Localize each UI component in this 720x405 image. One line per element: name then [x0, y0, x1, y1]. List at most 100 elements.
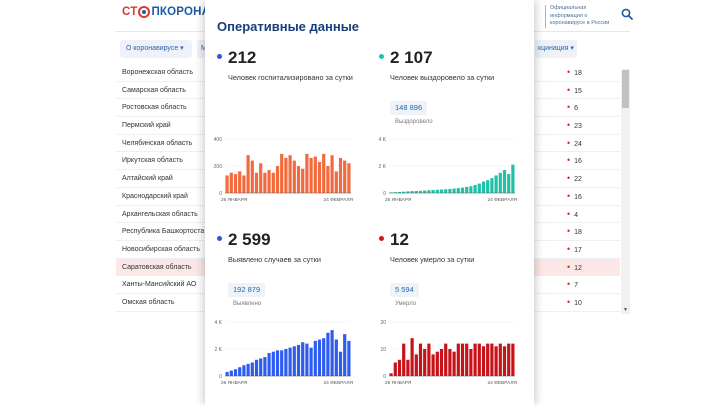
x-label-end: 24 ФЕВРАЛЯ: [487, 380, 517, 386]
bar: [490, 343, 494, 376]
region-name: Самарская область: [122, 86, 186, 94]
bar: [406, 191, 410, 193]
chart-cases: 4 K 2 K 0 26 ЯНВАРЯ 24 ФЕВРАЛЯ: [209, 318, 354, 388]
bar: [238, 171, 242, 193]
bar: [292, 160, 296, 193]
region-deaths-value: 15: [567, 82, 582, 101]
deaths-total: 5 594: [390, 283, 419, 297]
bar: [347, 163, 351, 193]
cases-dot-icon: [217, 236, 222, 241]
region-name: Новосибирская область: [122, 245, 200, 253]
bar: [334, 171, 338, 193]
bar: [284, 349, 288, 376]
y-tick-label: 0: [383, 374, 386, 380]
y-tick-label: 0: [219, 374, 222, 380]
bar: [452, 351, 456, 376]
bar: [246, 155, 250, 193]
region-name: Воронежская область: [122, 69, 193, 76]
bar: [486, 180, 490, 193]
bar: [296, 166, 301, 193]
y-tick-label: 0: [383, 191, 386, 197]
region-deaths-value: 16: [567, 152, 582, 171]
region-name: Ханты-Мансийский АО: [122, 281, 197, 289]
nav-vaccination[interactable]: кцинация ▾: [535, 40, 577, 58]
bar: [469, 349, 473, 376]
bar: [402, 343, 406, 376]
bar: [288, 155, 292, 193]
bar: [444, 343, 448, 376]
bar: [229, 370, 233, 376]
chart-hospitalized: 400 200 0 26 ЯНВАРЯ 24 ФЕВРАЛЯ: [209, 135, 354, 205]
bar: [305, 153, 309, 193]
region-deaths-value: 4: [567, 206, 578, 225]
bar: [477, 183, 481, 193]
region-name: Омская область: [122, 298, 175, 306]
y-tick-label: 0: [219, 191, 222, 197]
bar: [460, 187, 465, 193]
y-tick-label: 4 K: [214, 320, 222, 326]
deaths-number: 12: [390, 230, 409, 249]
y-tick-label: 20: [380, 320, 386, 326]
scroll-thumb[interactable]: [622, 70, 629, 108]
hospitalized-number: 212: [228, 48, 257, 67]
bar: [254, 359, 259, 376]
region-deaths-value: 7: [567, 276, 578, 295]
chart-recovered: 4 K 2 K 0 26 ЯНВАРЯ 24 ФЕВРАЛЯ: [373, 135, 518, 205]
bar: [347, 340, 351, 376]
scroll-down-arrow-icon[interactable]: ▼: [623, 307, 628, 313]
bar: [490, 178, 494, 193]
bar: [250, 362, 254, 376]
bar: [301, 342, 305, 376]
x-label-start: 26 ЯНВАРЯ: [221, 380, 248, 386]
bar: [225, 175, 229, 193]
bar: [229, 172, 233, 193]
operational-data-modal: Оперативные данные 212 Человек госпитали…: [205, 0, 534, 405]
bar: [498, 343, 502, 376]
region-deaths-value: 16: [567, 188, 582, 207]
recovered-dot-icon: [379, 54, 384, 59]
bar: [263, 172, 267, 193]
scrollbar[interactable]: ▼: [621, 69, 630, 314]
region-deaths-value: 10: [567, 294, 582, 313]
bar: [309, 157, 313, 193]
bar: [313, 156, 317, 193]
region-deaths-value: 12: [567, 259, 582, 278]
region-deaths-value: 6: [567, 99, 578, 118]
bar: [250, 160, 254, 193]
bar: [511, 343, 515, 376]
bar: [481, 181, 486, 193]
bar: [418, 190, 423, 193]
bar: [330, 330, 334, 376]
x-label-start: 26 ЯНВАРЯ: [385, 380, 412, 386]
recovered-total: 148 896: [390, 101, 428, 115]
bar: [393, 362, 397, 376]
bar: [338, 157, 343, 193]
bar: [301, 168, 305, 193]
bar: [271, 351, 275, 376]
bar: [439, 349, 444, 376]
search-icon[interactable]: [621, 8, 633, 20]
bar: [465, 186, 469, 193]
y-tick-label: 2 K: [378, 164, 386, 170]
bar: [460, 343, 465, 376]
cases-number: 2 599: [228, 230, 271, 249]
bar: [246, 363, 250, 376]
bar: [271, 172, 275, 193]
nav-about-covid[interactable]: О коронавирусе ▾: [120, 40, 192, 58]
recovered-label: Человек выздоровело за сутки: [390, 73, 495, 82]
bar: [477, 343, 481, 376]
bar: [322, 338, 326, 376]
bar: [267, 170, 271, 193]
bar: [452, 188, 456, 193]
bar: [267, 353, 271, 376]
region-deaths-value: 24: [567, 135, 582, 154]
bar: [473, 184, 477, 193]
region-name: Архангельская область: [122, 210, 198, 218]
bar: [280, 153, 284, 193]
bar: [326, 332, 330, 376]
region-name: Челябинская область: [122, 139, 193, 147]
bar: [326, 166, 330, 193]
bar: [284, 157, 288, 193]
bar: [233, 369, 238, 376]
bar: [338, 351, 343, 376]
